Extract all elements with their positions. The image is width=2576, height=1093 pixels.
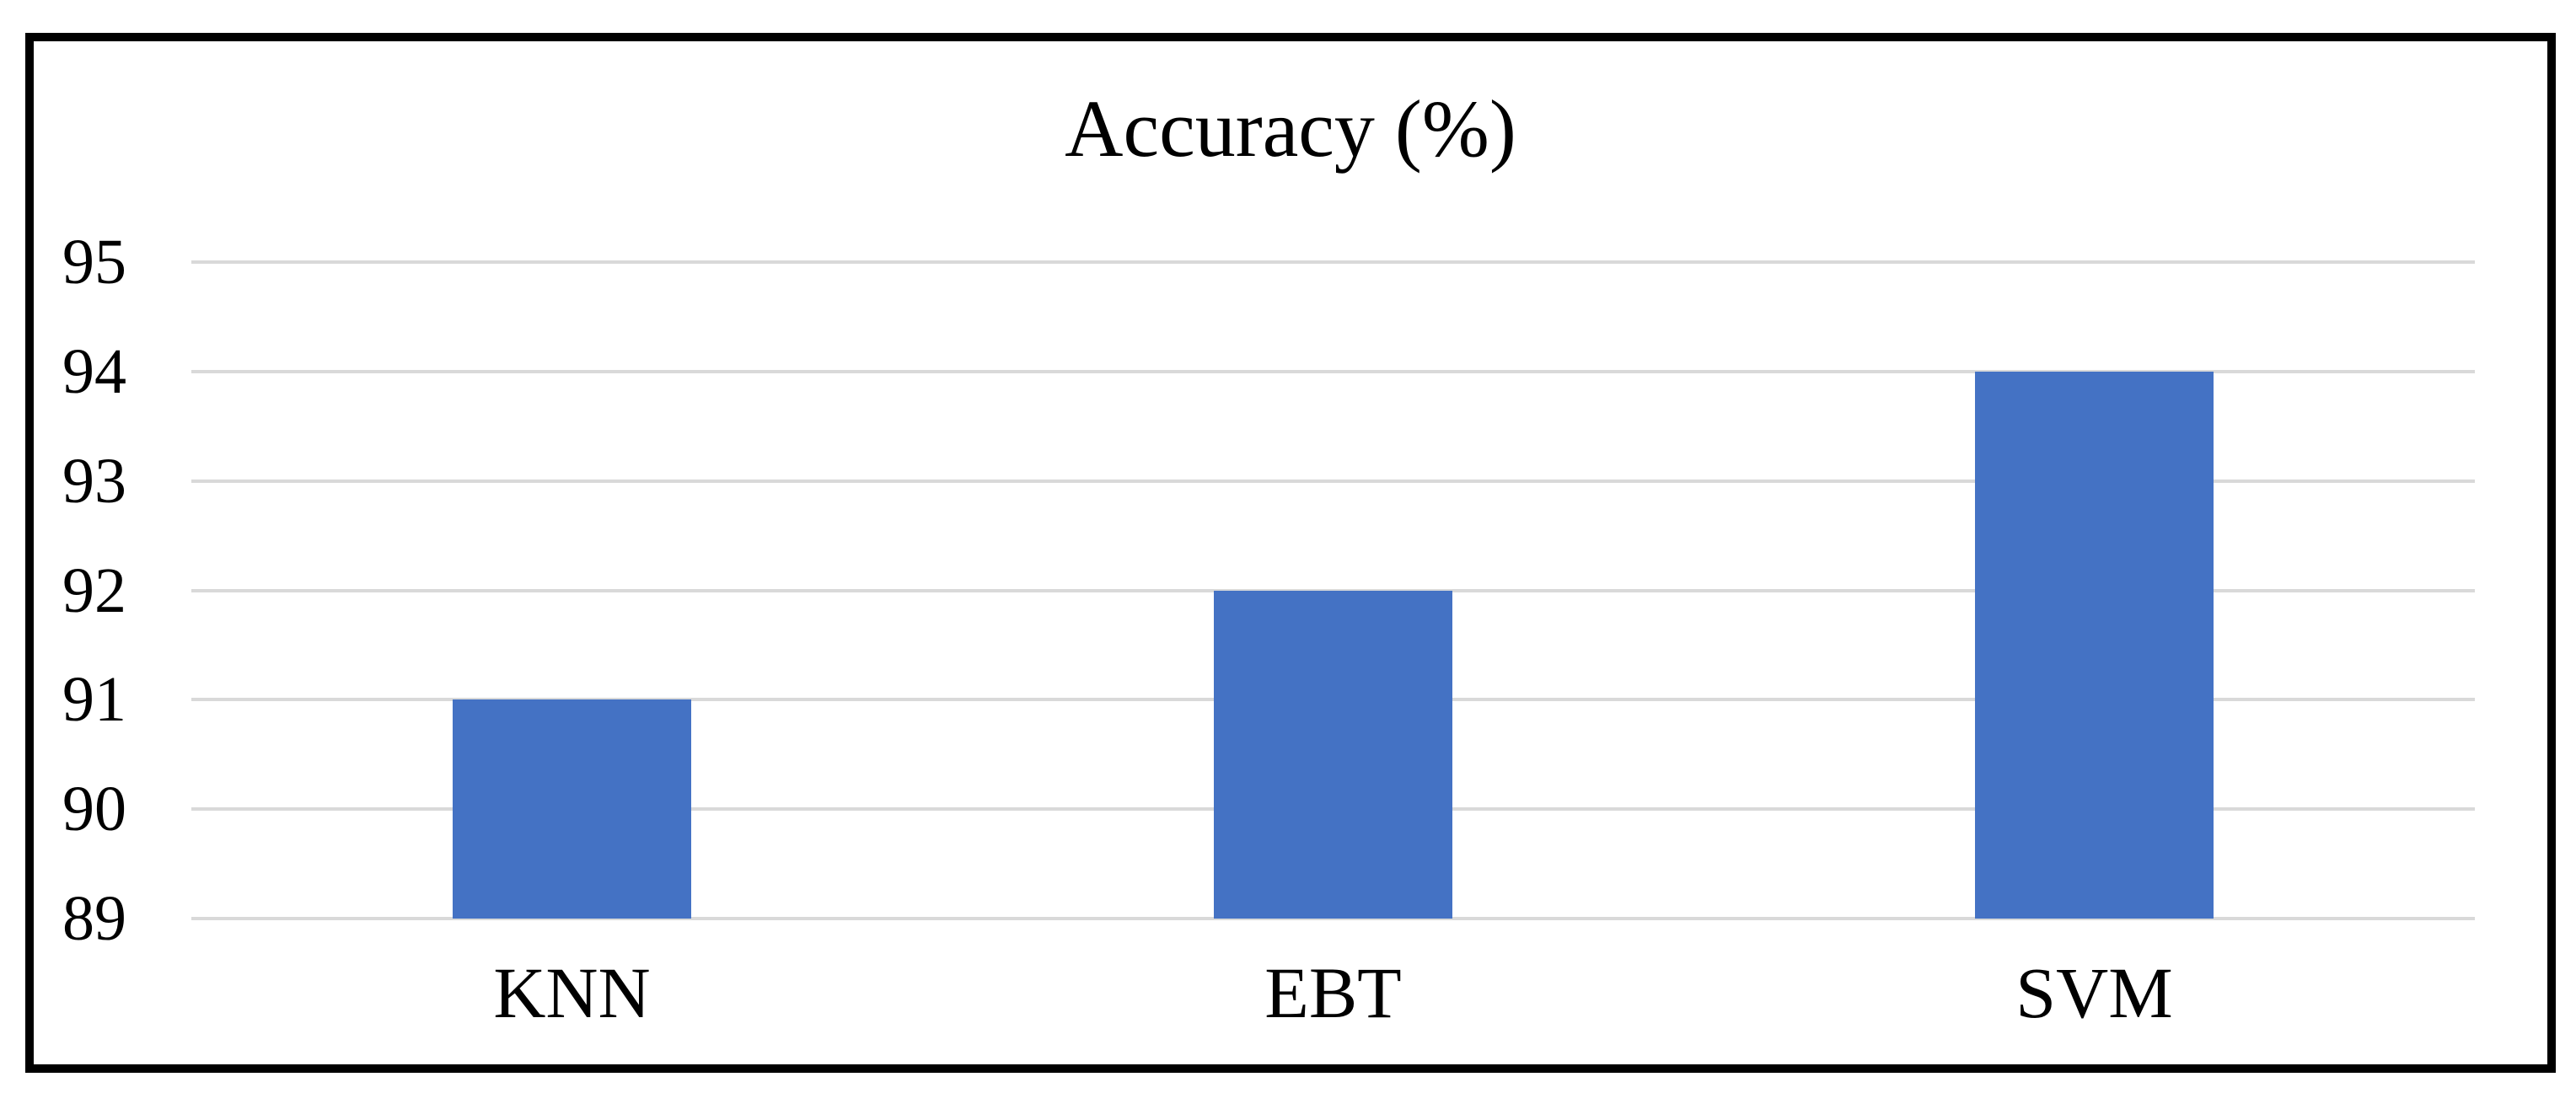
y-axis-tick-label: 93 xyxy=(62,445,126,517)
x-axis-category-label: KNN xyxy=(493,952,651,1033)
x-axis-category-label: SVM xyxy=(2015,952,2173,1033)
y-axis-tick-label: 90 xyxy=(62,774,126,845)
gridline-95 xyxy=(191,260,2475,264)
gridline-94 xyxy=(191,369,2475,373)
y-axis-tick-label: 94 xyxy=(62,335,126,407)
gridline-93 xyxy=(191,479,2475,483)
y-axis-tick-label: 92 xyxy=(62,555,126,626)
y-axis-tick-label: 89 xyxy=(62,883,126,954)
bar-ebt xyxy=(1214,590,1452,919)
bar-svm xyxy=(1975,371,2214,919)
y-axis-tick-label: 95 xyxy=(62,227,126,297)
y-axis-tick-label: 91 xyxy=(62,664,126,736)
chart-title: Accuracy (%) xyxy=(1065,83,1516,174)
bar-knn xyxy=(453,699,691,919)
gridline-89 xyxy=(191,917,2475,920)
x-axis-category-label: EBT xyxy=(1264,952,1402,1033)
